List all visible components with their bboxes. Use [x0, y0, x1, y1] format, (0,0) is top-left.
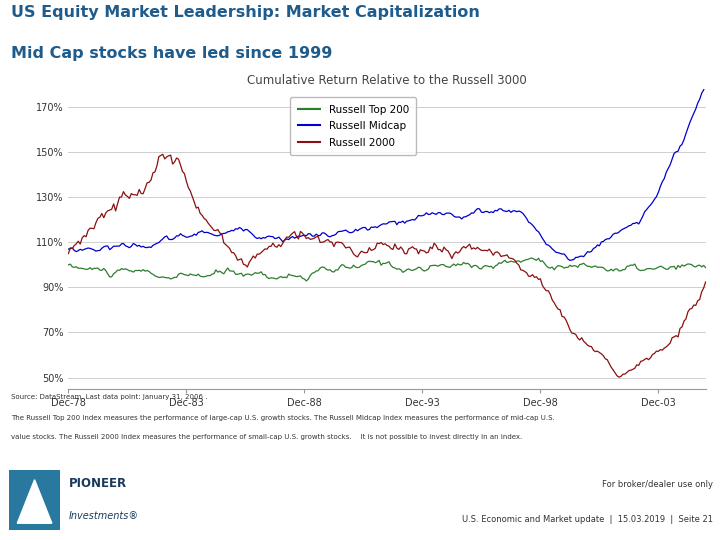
Russell Top 200 — [701, 265, 710, 271]
Text: Source: DataStream. Last data point: January 31, 2006 .: Source: DataStream. Last data point: Jan… — [11, 394, 207, 400]
Russell Top 200 — [139, 266, 148, 273]
Line: Russell Midcap: Russell Midcap — [68, 84, 706, 260]
Russell 2000 — [194, 204, 202, 211]
Russell Midcap — [64, 246, 73, 252]
Russell Midcap — [188, 233, 197, 239]
Russell 2000 — [139, 191, 148, 197]
Russell Midcap — [701, 81, 710, 87]
Polygon shape — [17, 480, 52, 523]
Title: Cumulative Return Relative to the Russell 3000: Cumulative Return Relative to the Russel… — [247, 73, 527, 86]
Russell 2000 — [239, 261, 248, 267]
Text: US Equity Market Leadership: Market Capitalization: US Equity Market Leadership: Market Capi… — [11, 5, 480, 21]
Russell Top 200 — [192, 273, 201, 279]
Russell Top 200 — [526, 255, 535, 261]
Russell Top 200 — [302, 278, 311, 284]
Russell 2000 — [190, 199, 199, 205]
Line: Russell Top 200: Russell Top 200 — [68, 258, 706, 281]
Russell Midcap — [634, 221, 643, 227]
Russell Midcap — [621, 225, 629, 231]
Russell 2000 — [158, 151, 167, 158]
Russell Top 200 — [237, 270, 246, 276]
Text: PIONEER: PIONEER — [68, 477, 127, 490]
Russell Top 200 — [64, 261, 73, 268]
Text: Investments®: Investments® — [68, 511, 138, 521]
Line: Russell 2000: Russell 2000 — [68, 154, 706, 377]
Text: The Russell Top 200 Index measures the performance of large-cap U.S. growth stoc: The Russell Top 200 Index measures the p… — [11, 415, 554, 421]
Russell Midcap — [566, 257, 575, 264]
Russell 2000 — [64, 251, 73, 257]
Russell Top 200 — [636, 267, 645, 274]
Russell 2000 — [623, 369, 631, 376]
Russell 2000 — [615, 374, 624, 380]
Text: U.S. Economic and Market update  |  15.03.2019  |  Seite 21: U.S. Economic and Market update | 15.03.… — [462, 515, 713, 524]
Russell Midcap — [237, 225, 246, 232]
FancyBboxPatch shape — [9, 470, 60, 530]
Text: value stocks. The Russell 2000 Index measures the performance of small-cap U.S. : value stocks. The Russell 2000 Index mea… — [11, 434, 522, 440]
Russell 2000 — [636, 358, 645, 365]
Text: Mid Cap stocks have led since 1999: Mid Cap stocks have led since 1999 — [11, 46, 332, 61]
Russell 2000 — [701, 279, 710, 285]
Russell Top 200 — [623, 263, 631, 269]
Russell Midcap — [192, 232, 201, 239]
Text: For broker/dealer use only: For broker/dealer use only — [602, 480, 713, 489]
Russell Top 200 — [188, 272, 197, 278]
Legend: Russell Top 200, Russell Midcap, Russell 2000: Russell Top 200, Russell Midcap, Russell… — [290, 97, 416, 155]
Russell Midcap — [139, 243, 148, 249]
